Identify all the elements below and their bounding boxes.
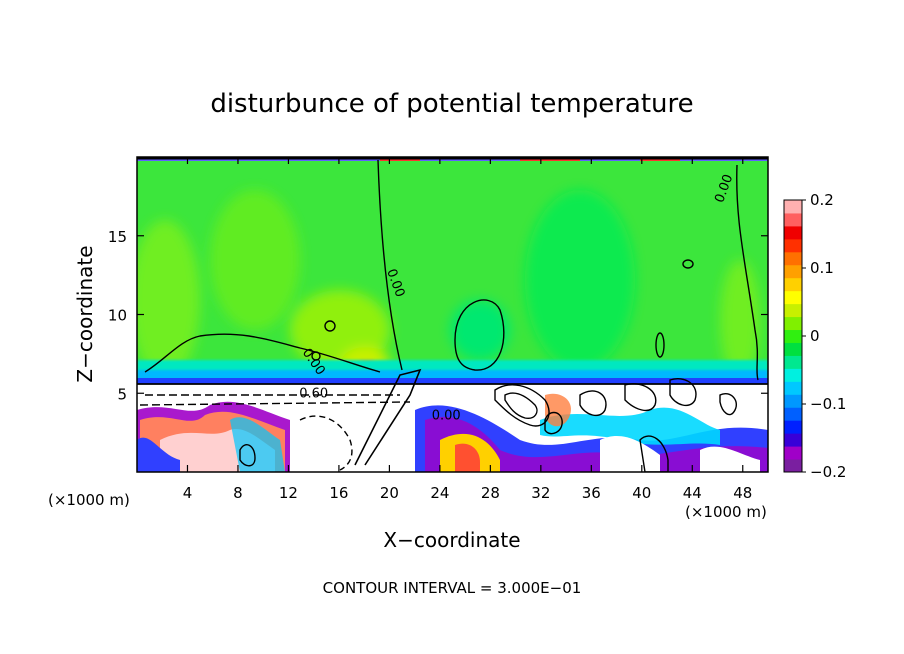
x-tick-label: 8: [233, 484, 243, 502]
colorbar-tick-label: 0.2: [810, 191, 834, 209]
x-tick-label: 36: [582, 484, 601, 502]
x-axis-ticks: 4 8 12 16 20 24 28 32 36 40 44 48: [183, 157, 752, 502]
colorbar-tick-label: −0.2: [810, 463, 846, 481]
colorbar: [784, 200, 802, 473]
colorbar-segment: [784, 290, 802, 305]
contour-interval-note: CONTOUR INTERVAL = 3.000E−01: [323, 579, 582, 597]
x-axis-label: X−coordinate: [383, 528, 520, 552]
x-unit-note-left: (×1000 m): [48, 491, 130, 509]
x-tick-label: 44: [683, 484, 702, 502]
colorbar-tick-label: 0.1: [810, 259, 834, 277]
field-upper-variations: [137, 190, 760, 383]
field-lower-structures: [137, 389, 768, 472]
x-tick-label: 16: [329, 484, 348, 502]
plot-area: 0.000.000.000.600.00: [137, 157, 768, 472]
x-tick-label: 12: [279, 484, 298, 502]
contour-label: 0.60: [299, 386, 328, 401]
x-tick-label: 4: [183, 484, 193, 502]
y-tick-label: 15: [108, 228, 127, 246]
colorbar-segment: [784, 225, 802, 240]
y-axis-label: Z−coordinate: [73, 245, 97, 382]
colorbar-segment: [784, 433, 802, 447]
y-tick-label: 10: [108, 307, 127, 325]
colorbar-segment: [784, 200, 802, 214]
colorbar-segment: [784, 342, 802, 356]
y-axis-ticks: 5 10 15: [108, 228, 768, 403]
colorbar-segment: [784, 264, 802, 279]
colorbar-segment: [784, 238, 802, 253]
colorbar-tick-label: −0.1: [810, 395, 846, 413]
colorbar-segment: [784, 394, 802, 408]
colorbar-segment: [784, 368, 802, 382]
x-tick-label: 32: [531, 484, 550, 502]
colorbar-segment: [784, 277, 802, 292]
contour-label: 0.00: [432, 408, 461, 423]
field-boundary-cyan: [137, 370, 768, 380]
colorbar-segment: [784, 420, 802, 434]
colorbar-segment: [784, 459, 802, 473]
colorbar-segment: [784, 407, 802, 421]
colorbar-segment: [784, 381, 802, 395]
colorbar-segment: [784, 446, 802, 460]
contour-labels: 0.000.000.000.600.00: [299, 173, 736, 424]
x-tick-label: 24: [430, 484, 449, 502]
colorbar-tick-label: 0: [810, 327, 820, 345]
field-boundary-blue: [137, 378, 768, 384]
colorbar-segment: [784, 251, 802, 266]
colorbar-segment: [784, 355, 802, 369]
colorbar-ticks: 0.2 0.1 0 −0.1 −0.2: [802, 191, 846, 481]
x-unit-note-right: (×1000 m): [685, 503, 767, 521]
colorbar-segment: [784, 329, 802, 343]
colorbar-segment: [784, 212, 802, 227]
colorbar-segment: [784, 303, 802, 318]
y-tick-label: 5: [117, 385, 127, 403]
x-tick-label: 20: [380, 484, 399, 502]
chart-title: disturbunce of potential temperature: [210, 89, 693, 119]
contour-lines: [137, 159, 768, 472]
colorbar-segment: [784, 316, 802, 331]
x-tick-label: 48: [733, 484, 752, 502]
x-tick-label: 28: [481, 484, 500, 502]
x-tick-label: 40: [632, 484, 651, 502]
